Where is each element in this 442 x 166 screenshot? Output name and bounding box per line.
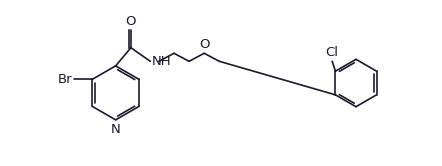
Text: O: O — [199, 38, 210, 51]
Text: N: N — [111, 123, 121, 135]
Text: Br: Br — [58, 73, 73, 86]
Text: Cl: Cl — [326, 46, 339, 59]
Text: O: O — [126, 15, 136, 28]
Text: NH: NH — [152, 55, 171, 68]
